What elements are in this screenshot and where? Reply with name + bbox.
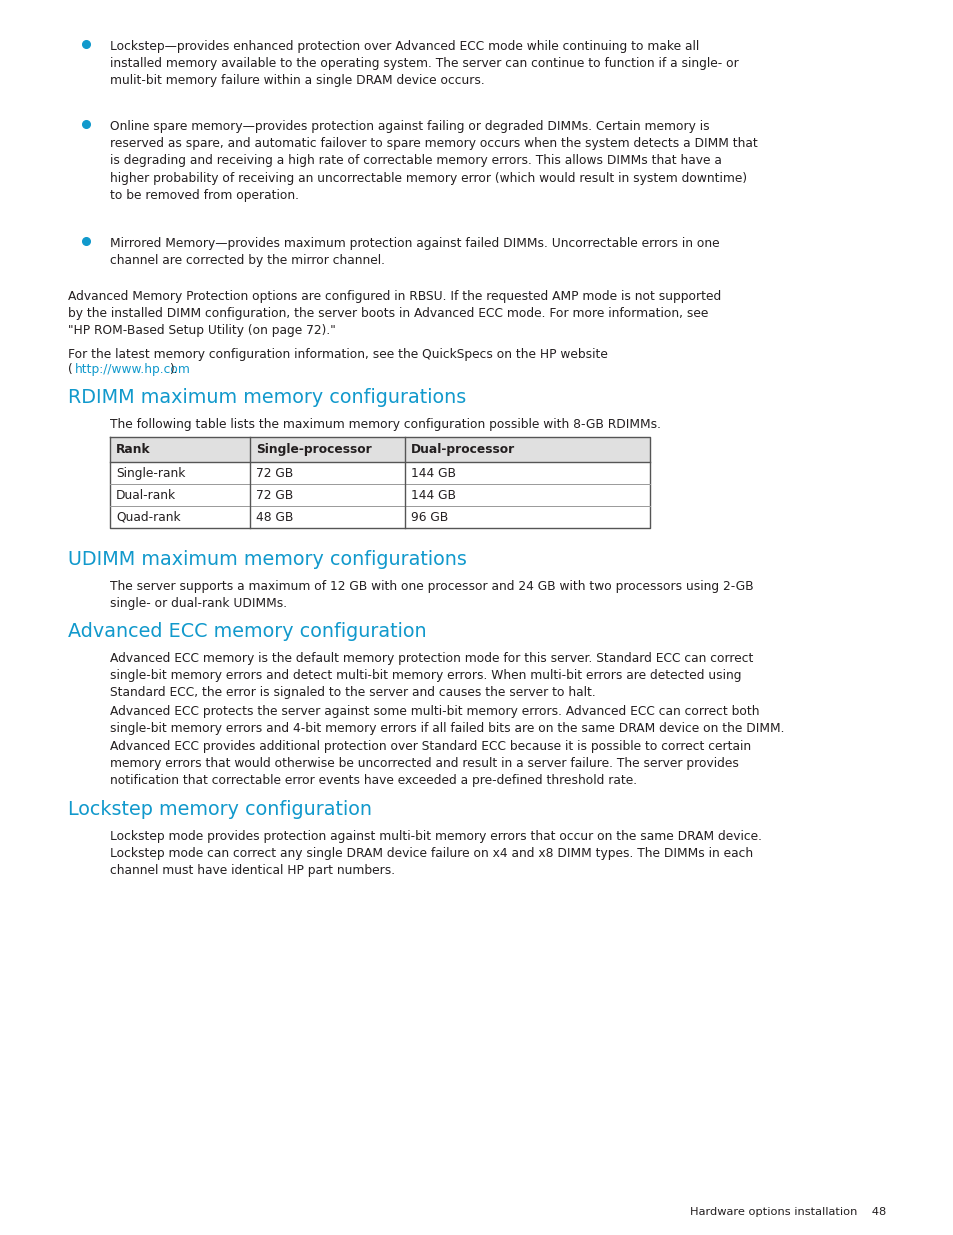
Text: Mirrored Memory—provides maximum protection against failed DIMMs. Uncorrectable : Mirrored Memory—provides maximum protect… — [110, 237, 719, 267]
Text: Hardware options installation    48: Hardware options installation 48 — [689, 1207, 885, 1216]
Text: Single-processor: Single-processor — [255, 443, 372, 456]
Text: The server supports a maximum of 12 GB with one processor and 24 GB with two pro: The server supports a maximum of 12 GB w… — [110, 580, 753, 610]
Text: Quad-rank: Quad-rank — [116, 511, 180, 524]
Text: For the latest memory configuration information, see the QuickSpecs on the HP we: For the latest memory configuration info… — [68, 348, 607, 361]
Text: Advanced Memory Protection options are configured in RBSU. If the requested AMP : Advanced Memory Protection options are c… — [68, 290, 720, 337]
Text: Dual-processor: Dual-processor — [411, 443, 515, 456]
Text: UDIMM maximum memory configurations: UDIMM maximum memory configurations — [68, 550, 466, 569]
Text: Online spare memory—provides protection against failing or degraded DIMMs. Certa: Online spare memory—provides protection … — [110, 120, 757, 201]
Text: 48 GB: 48 GB — [255, 511, 294, 524]
Text: Lockstep mode provides protection against multi-bit memory errors that occur on : Lockstep mode provides protection agains… — [110, 830, 761, 877]
Text: 144 GB: 144 GB — [411, 489, 456, 501]
Text: (: ( — [68, 363, 72, 375]
Text: Lockstep memory configuration: Lockstep memory configuration — [68, 800, 372, 819]
Text: 72 GB: 72 GB — [255, 467, 293, 480]
Text: Lockstep—provides enhanced protection over Advanced ECC mode while continuing to: Lockstep—provides enhanced protection ov… — [110, 40, 738, 88]
Text: The following table lists the maximum memory configuration possible with 8-GB RD: The following table lists the maximum me… — [110, 417, 660, 431]
Text: ).: ). — [169, 363, 177, 375]
Text: 144 GB: 144 GB — [411, 467, 456, 480]
Text: 72 GB: 72 GB — [255, 489, 293, 501]
Text: Advanced ECC protects the server against some multi-bit memory errors. Advanced : Advanced ECC protects the server against… — [110, 705, 783, 735]
Text: RDIMM maximum memory configurations: RDIMM maximum memory configurations — [68, 388, 466, 408]
Text: Single-rank: Single-rank — [116, 467, 185, 480]
Text: http://www.hp.com: http://www.hp.com — [75, 363, 191, 375]
Text: Advanced ECC memory configuration: Advanced ECC memory configuration — [68, 622, 426, 641]
Text: Dual-rank: Dual-rank — [116, 489, 176, 501]
Bar — [110, 437, 649, 462]
Text: Rank: Rank — [116, 443, 151, 456]
Text: Advanced ECC memory is the default memory protection mode for this server. Stand: Advanced ECC memory is the default memor… — [110, 652, 753, 699]
Text: 96 GB: 96 GB — [411, 511, 448, 524]
Text: Advanced ECC provides additional protection over Standard ECC because it is poss: Advanced ECC provides additional protect… — [110, 740, 750, 788]
